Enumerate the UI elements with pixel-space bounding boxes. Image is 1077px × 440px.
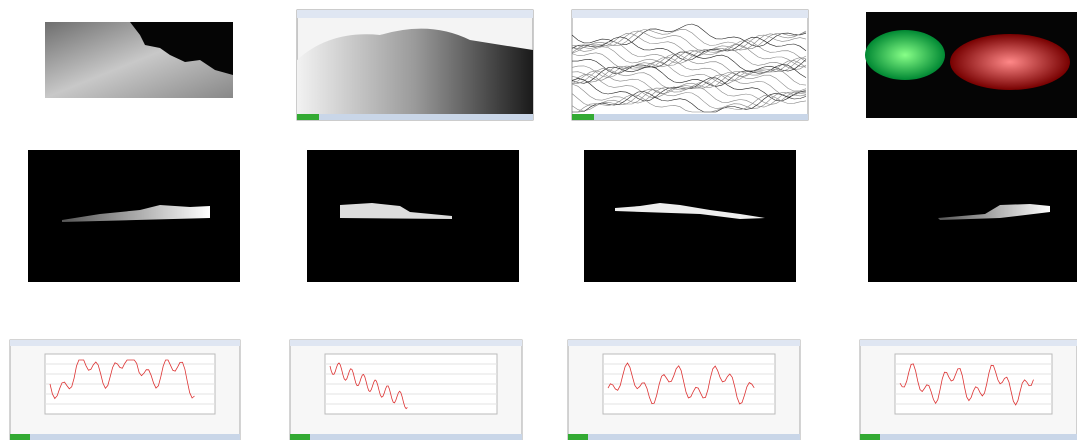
- start-button: [860, 434, 880, 440]
- taskbar: [860, 434, 1077, 440]
- page: (() => { const svg = document.getElement…: [0, 0, 1077, 440]
- taskbar: [10, 434, 240, 440]
- taskbar: [297, 114, 533, 120]
- window-titlebar: [860, 340, 1077, 346]
- chart-windows: [10, 340, 1077, 440]
- taskbar: [572, 114, 808, 120]
- window-titlebar: [572, 10, 808, 18]
- figure: [0, 0, 1077, 440]
- window-titlebar: [10, 340, 240, 346]
- red-terrain: [950, 34, 1070, 90]
- green-terrain: [865, 30, 945, 80]
- taskbar: [290, 434, 522, 440]
- start-button: [290, 434, 310, 440]
- profile-image: [584, 150, 796, 282]
- window: [572, 10, 808, 120]
- window-titlebar: [568, 340, 800, 346]
- start-button: [10, 434, 30, 440]
- start-button: [568, 434, 588, 440]
- window-titlebar: [297, 10, 533, 18]
- taskbar: [568, 434, 800, 440]
- start-button: [297, 114, 319, 120]
- window-titlebar: [290, 340, 522, 346]
- start-button: [572, 114, 594, 120]
